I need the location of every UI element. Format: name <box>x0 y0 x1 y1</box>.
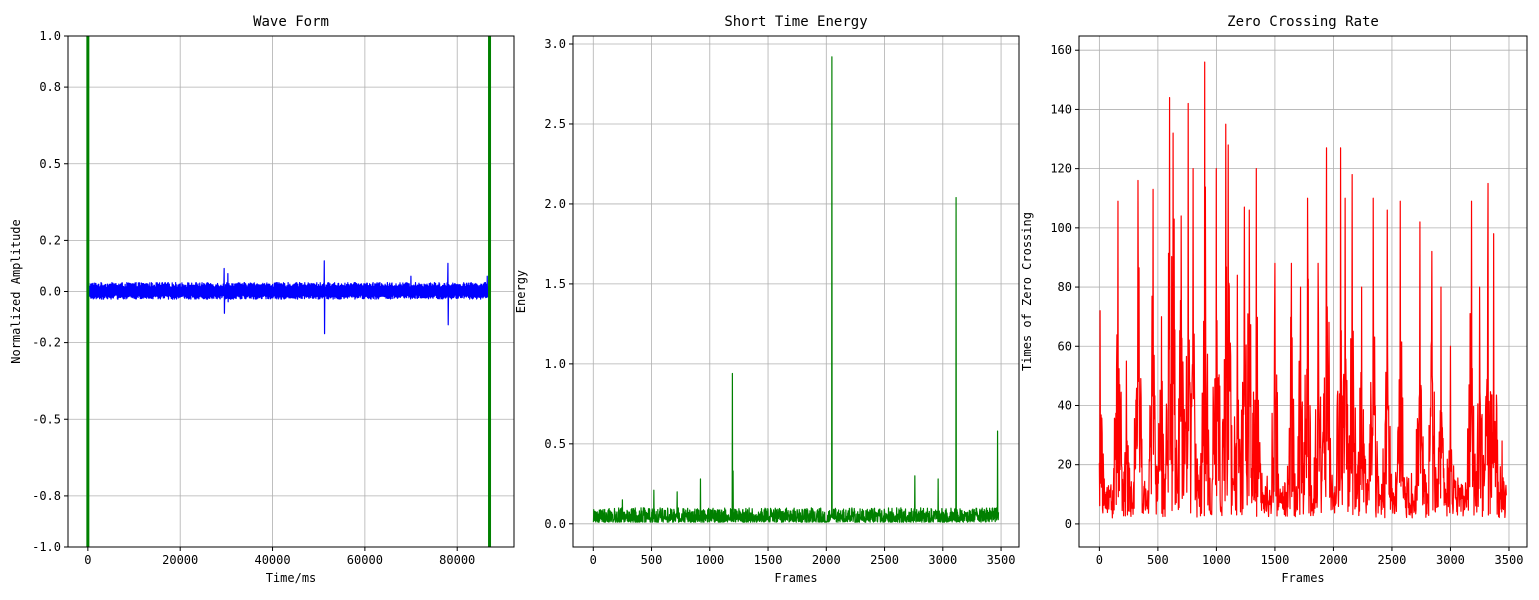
y-tick-label: 0.2 <box>39 233 61 247</box>
subplot-title: Short Time Energy <box>724 14 867 30</box>
y-axis-label: Times of Zero Crossing <box>1020 212 1034 371</box>
series-line <box>592 56 1000 523</box>
x-axis-label: Frames <box>1281 571 1324 585</box>
x-tick-label: 3500 <box>1495 553 1524 567</box>
x-axis-label: Frames <box>774 571 817 585</box>
subplot-title: Wave Form <box>253 14 329 30</box>
x-tick-label: 500 <box>1147 553 1169 567</box>
x-tick-label: 0 <box>590 553 597 567</box>
x-tick-label: 80000 <box>439 553 475 567</box>
y-tick-label: 80 <box>1058 280 1072 294</box>
y-tick-label: 0 <box>1065 517 1072 531</box>
y-tick-label: 1.0 <box>544 357 566 371</box>
x-tick-label: 3500 <box>987 553 1016 567</box>
y-tick-label: -1.0 <box>32 540 61 554</box>
subplot-1: 0 20000 40000 60000 80000 -1.0 -0.8 -0.5 -0.2 0.0… <box>9 14 515 585</box>
x-tick-label: 3000 <box>1436 553 1465 567</box>
x-tick-label: 40000 <box>254 553 290 567</box>
x-tick-label: 500 <box>641 553 663 567</box>
x-tick-label: 60000 <box>347 553 383 567</box>
subplot-title: Zero Crossing Rate <box>1227 14 1379 30</box>
y-tick-label: 3.0 <box>544 37 566 51</box>
y-tick-label: 120 <box>1050 162 1072 176</box>
y-axis-label: Energy <box>514 270 528 313</box>
axes-frame <box>572 35 1020 548</box>
y-tick-label: 0.8 <box>39 80 61 94</box>
y-axis-label: Normalized Amplitude <box>9 219 23 364</box>
x-tick-label: 0 <box>84 553 91 567</box>
y-tick-label: 100 <box>1050 221 1072 235</box>
y-tick-label: 2.0 <box>544 197 566 211</box>
plot-area <box>86 36 492 547</box>
x-tick-label: 1500 <box>1260 553 1289 567</box>
plot-area <box>1098 61 1507 519</box>
y-tick-label: 0.5 <box>39 157 61 171</box>
x-tick-label: 1000 <box>695 553 724 567</box>
x-tick-label: 2500 <box>870 553 899 567</box>
y-tick-label: 0.5 <box>544 437 566 451</box>
x-axis-label: Time/ms <box>266 571 317 585</box>
y-tick-label: 0.0 <box>544 517 566 531</box>
x-tick-label: 0 <box>1096 553 1103 567</box>
y-tick-label: 20 <box>1058 458 1072 472</box>
y-tick-label: 2.5 <box>544 117 566 131</box>
y-tick-label: 60 <box>1058 339 1072 353</box>
axes-frame <box>1078 35 1528 548</box>
subplot-2: 0 500 1000 1500 2000 2500 3000 3500 0.0 0.5 1.0 1.5… <box>514 14 1020 585</box>
y-tick-label: -0.8 <box>32 489 61 503</box>
y-tick-label: 140 <box>1050 102 1072 116</box>
y-tick-label: 40 <box>1058 398 1072 412</box>
series-line <box>1098 61 1507 519</box>
y-tick-label: 160 <box>1050 43 1072 57</box>
x-tick-label: 2000 <box>812 553 841 567</box>
x-tick-label: 1500 <box>754 553 783 567</box>
series-line <box>87 260 491 335</box>
y-tick-label: 1.5 <box>544 277 566 291</box>
subplot-3: 0 500 1000 1500 2000 2500 3000 3500 0 20 40 60 80 100… <box>1020 14 1528 585</box>
x-tick-label: 2000 <box>1319 553 1348 567</box>
x-tick-label: 2500 <box>1377 553 1406 567</box>
x-tick-label: 3000 <box>928 553 957 567</box>
plot-area <box>592 56 1000 523</box>
y-tick-label: -0.2 <box>32 336 61 350</box>
y-tick-label: -0.5 <box>32 412 61 426</box>
y-tick-label: 0.0 <box>39 285 61 299</box>
x-tick-label: 1000 <box>1202 553 1231 567</box>
x-tick-label: 20000 <box>162 553 198 567</box>
y-tick-label: 1.0 <box>39 29 61 43</box>
